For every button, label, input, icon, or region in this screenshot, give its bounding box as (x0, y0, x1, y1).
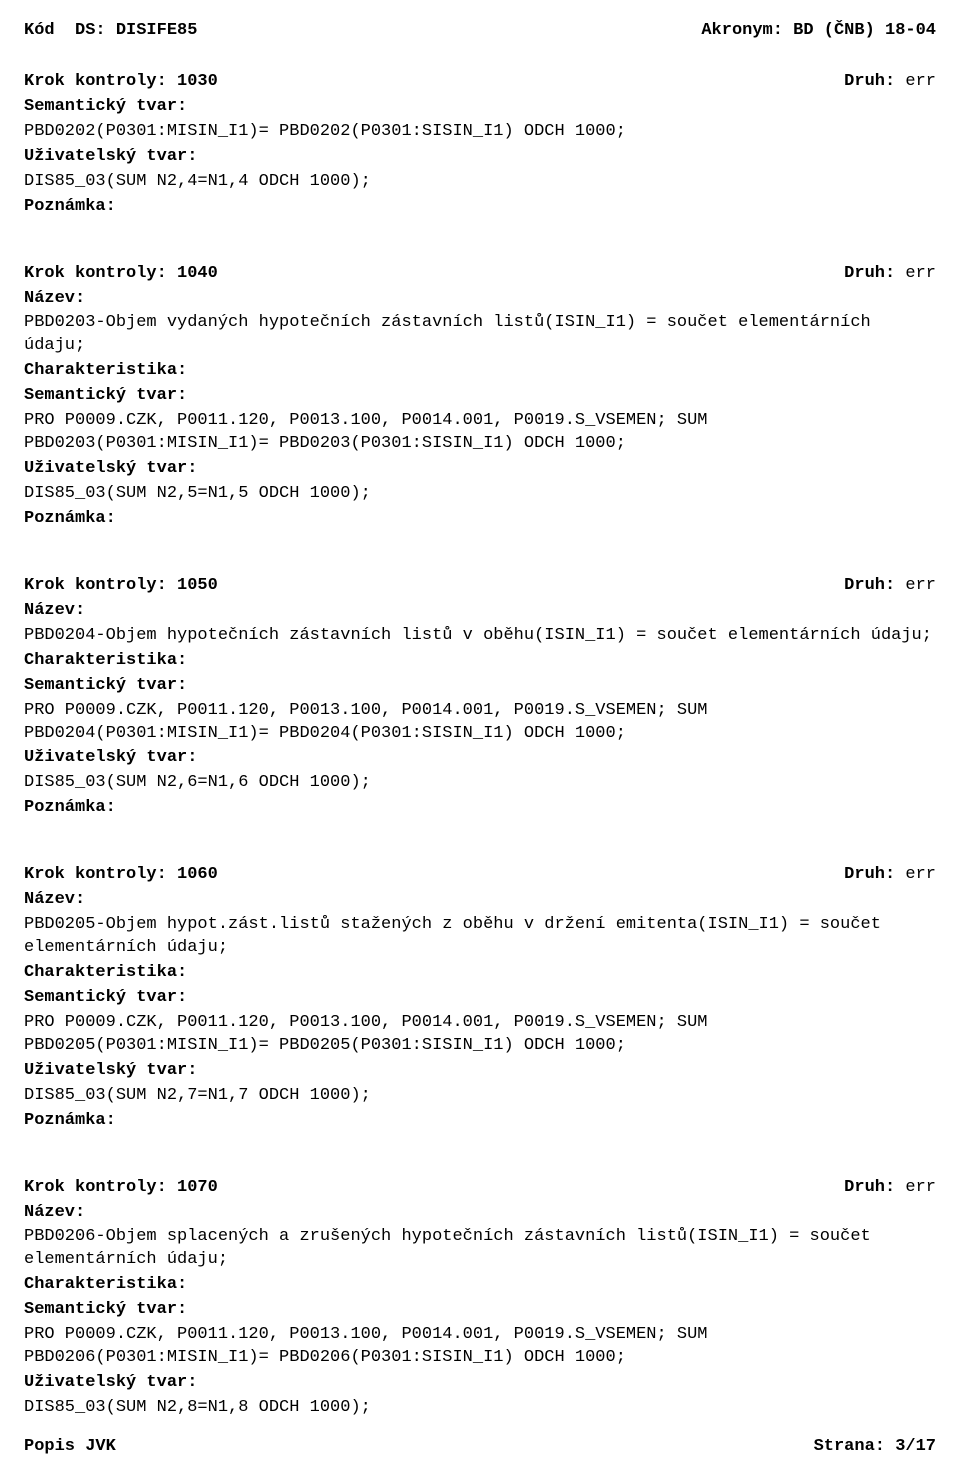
sem-text: PRO P0009.CZK, P0011.120, P0013.100, P00… (24, 411, 708, 453)
char-label: Charakteristika: (24, 1275, 187, 1294)
krok-label: Krok kontroly: (24, 72, 167, 91)
krok-row: Krok kontroly: 1070 Druh: err (24, 1177, 936, 1200)
pozn-label: Poznámka: (24, 1111, 116, 1130)
sem-label: Semantický tvar: (24, 988, 187, 1007)
krok-row: Krok kontroly: 1040 Druh: err (24, 263, 936, 286)
druh-label: Druh: (844, 1178, 895, 1197)
nazev-label: Název: (24, 601, 85, 620)
pozn-label: Poznámka: (24, 798, 116, 817)
uziv-label: Uživatelský tvar: (24, 748, 197, 767)
uziv-text: DIS85_03(SUM N2,4=N1,4 ODCH 1000); (24, 172, 371, 191)
akronym: Akronym: BD (ČNB) 18-04 (701, 20, 936, 43)
uziv-text: DIS85_03(SUM N2,7=N1,7 ODCH 1000); (24, 1086, 371, 1105)
control-step-1030: Krok kontroly: 1030 Druh: err Semantický… (24, 71, 936, 219)
control-step: Krok kontroly: 1040 Druh: err Název: PBD… (24, 263, 936, 531)
uziv-label: Uživatelský tvar: (24, 459, 197, 478)
nazev-text: PBD0204-Objem hypotečních zástavních lis… (24, 626, 932, 645)
page-footer: Popis JVK Strana: 3/17 (24, 1436, 936, 1459)
char-label: Charakteristika: (24, 361, 187, 380)
krok-value: 1030 (177, 72, 218, 91)
nazev-text: PBD0205-Objem hypot.zást.listů stažených… (24, 915, 881, 957)
krok-label: Krok kontroly: (24, 865, 167, 884)
control-step: Krok kontroly: 1070 Druh: err Název: PBD… (24, 1177, 936, 1420)
druh-label: Druh: (844, 72, 895, 91)
akronym-label: Akronym: (701, 21, 783, 40)
nazev-label: Název: (24, 289, 85, 308)
krok-row: Krok kontroly: 1050 Druh: err (24, 575, 936, 598)
sem-label: Semantický tvar: (24, 386, 187, 405)
char-label: Charakteristika: (24, 651, 187, 670)
krok-label: Krok kontroly: (24, 264, 167, 283)
krok-row: Krok kontroly: 1060 Druh: err (24, 864, 936, 887)
druh-value: err (905, 1178, 936, 1197)
sem-text: PRO P0009.CZK, P0011.120, P0013.100, P00… (24, 1013, 708, 1055)
krok-value: 1070 (177, 1178, 218, 1197)
nazev-label: Název: (24, 890, 85, 909)
nazev-text: PBD0206-Objem splacených a zrušených hyp… (24, 1227, 871, 1269)
control-step: Krok kontroly: 1060 Druh: err Název: PBD… (24, 864, 936, 1132)
uziv-label: Uživatelský tvar: (24, 1373, 197, 1392)
druh-value: err (905, 865, 936, 884)
kod-value: DISIFE85 (116, 21, 198, 40)
sem-label: Semantický tvar: (24, 1300, 187, 1319)
krok-label: Krok kontroly: (24, 1178, 167, 1197)
druh-label: Druh: (844, 865, 895, 884)
page-header: Kód DS: DISIFE85 Akronym: BD (ČNB) 18-04 (24, 20, 936, 43)
nazev-text: PBD0203-Objem vydaných hypotečních zásta… (24, 313, 871, 355)
druh-value: err (905, 576, 936, 595)
krok-value: 1060 (177, 865, 218, 884)
krok-label: Krok kontroly: (24, 576, 167, 595)
krok-value: 1050 (177, 576, 218, 595)
druh-value: err (905, 264, 936, 283)
sem-text: PRO P0009.CZK, P0011.120, P0013.100, P00… (24, 701, 708, 743)
krok-row: Krok kontroly: 1030 Druh: err (24, 71, 936, 94)
uziv-text: DIS85_03(SUM N2,8=N1,8 ODCH 1000); (24, 1398, 371, 1417)
pozn-label: Poznámka: (24, 197, 116, 216)
char-label: Charakteristika: (24, 963, 187, 982)
nazev-label: Název: (24, 1203, 85, 1222)
control-step: Krok kontroly: 1050 Druh: err Název: PBD… (24, 575, 936, 820)
pozn-label: Poznámka: (24, 509, 116, 528)
uziv-label: Uživatelský tvar: (24, 147, 197, 166)
sem-label: Semantický tvar: (24, 97, 187, 116)
sem-label: Semantický tvar: (24, 676, 187, 695)
uziv-text: DIS85_03(SUM N2,6=N1,6 ODCH 1000); (24, 773, 371, 792)
uziv-label: Uživatelský tvar: (24, 1061, 197, 1080)
kod-ds: Kód DS: DISIFE85 (24, 20, 197, 43)
druh-label: Druh: (844, 264, 895, 283)
sem-text: PRO P0009.CZK, P0011.120, P0013.100, P00… (24, 1325, 708, 1367)
footer-right: Strana: 3/17 (814, 1436, 936, 1459)
krok-value: 1040 (177, 264, 218, 283)
druh-value: err (905, 72, 936, 91)
sem-text: PBD0202(P0301:MISIN_I1)= PBD0202(P0301:S… (24, 122, 626, 141)
akronym-value: BD (ČNB) 18-04 (793, 21, 936, 40)
druh-label: Druh: (844, 576, 895, 595)
kod-label: Kód DS: (24, 21, 106, 40)
footer-left: Popis JVK (24, 1436, 116, 1459)
uziv-text: DIS85_03(SUM N2,5=N1,5 ODCH 1000); (24, 484, 371, 503)
